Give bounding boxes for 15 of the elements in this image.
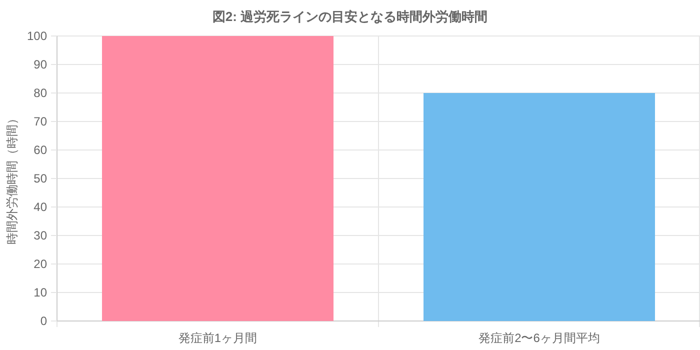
- ytick: 10: [34, 286, 47, 300]
- ytick: 0: [40, 314, 47, 328]
- xtick: 発症前1ヶ月間: [178, 331, 258, 345]
- ytick: 40: [34, 200, 47, 214]
- title: 図2: 過労死ラインの目安となる時間外労働時間: [212, 9, 488, 24]
- ytick: 80: [34, 86, 47, 100]
- ytick: 70: [34, 114, 47, 128]
- ytick: 20: [34, 257, 47, 271]
- ylabel: 時間外労働時間（時間）: [5, 112, 19, 244]
- ytick: 50: [34, 172, 47, 186]
- ytick: 90: [34, 58, 47, 72]
- ytick: 30: [34, 228, 47, 242]
- xtick: 発症前2〜6ヶ月間平均: [478, 331, 600, 345]
- ytick: 100: [26, 29, 47, 43]
- ytick: 60: [34, 143, 47, 157]
